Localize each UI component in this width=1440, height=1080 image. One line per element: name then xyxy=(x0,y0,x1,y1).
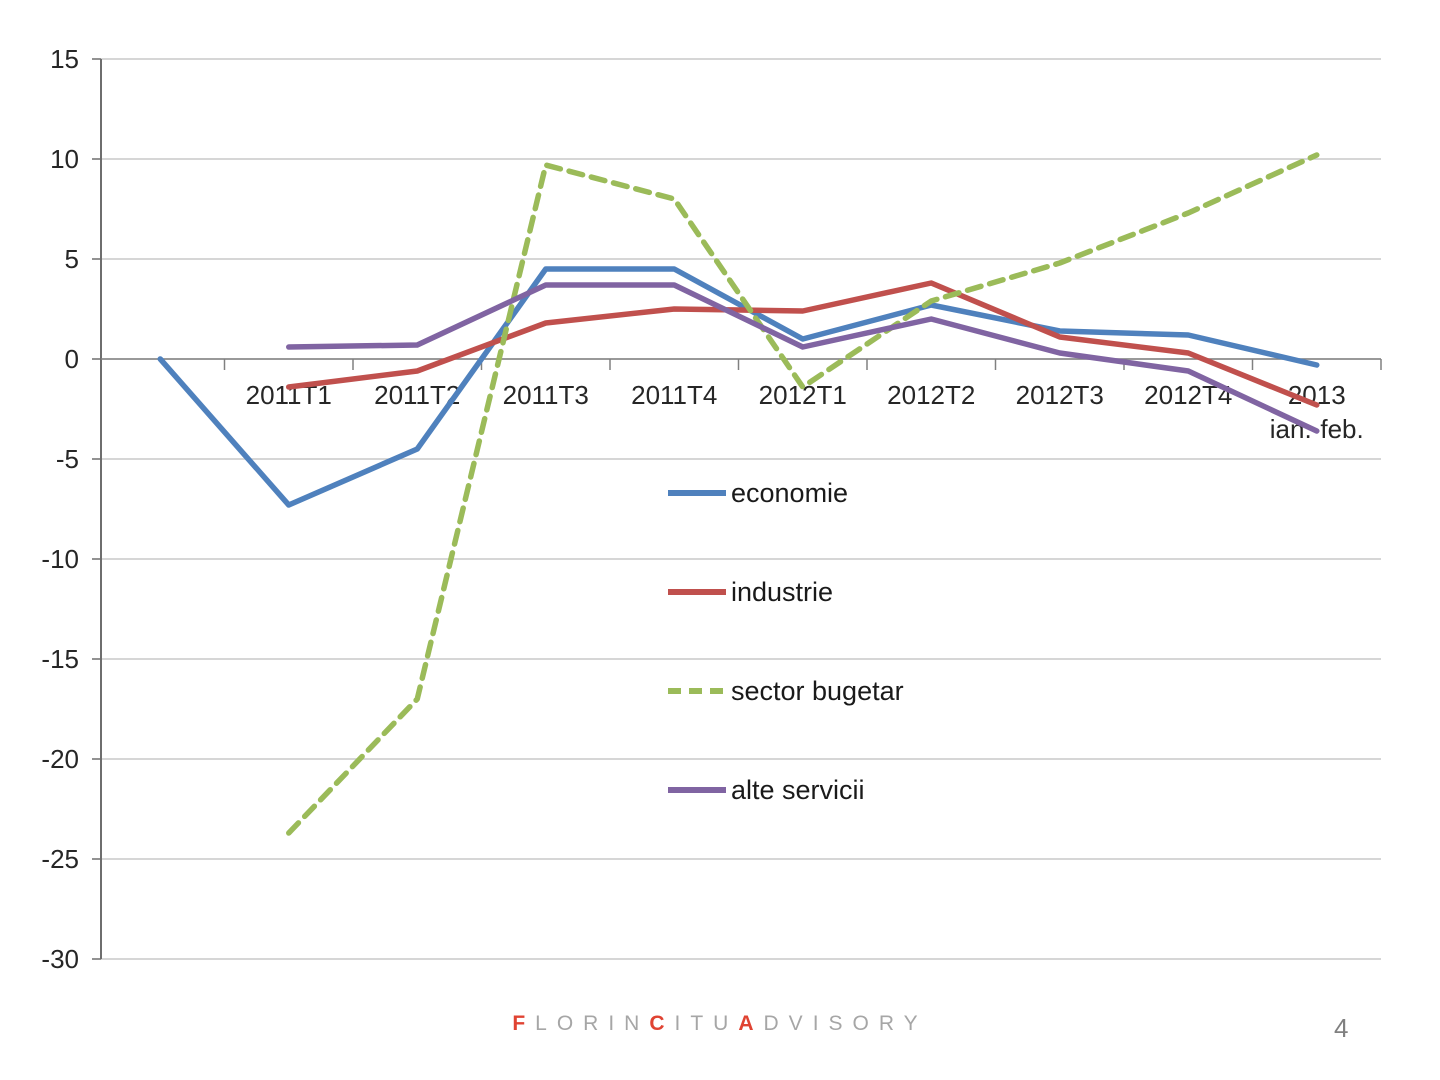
footer-segment: LORIN xyxy=(535,1012,650,1035)
y-tick-label: 15 xyxy=(50,44,79,74)
legend-label: industrie xyxy=(731,577,833,607)
footer-segment: DVISORY xyxy=(763,1012,928,1035)
y-tick-label: -25 xyxy=(41,844,79,874)
footer-brand: FLORINCITUADVISORY xyxy=(0,1012,1440,1036)
series-line-economie xyxy=(157,266,1320,508)
y-tick-label: -10 xyxy=(41,544,79,574)
x-tick-label: 2011T3 xyxy=(503,380,589,410)
y-tick-label: 10 xyxy=(50,144,79,174)
gridlines xyxy=(101,58,1381,960)
y-axis: 15 10 5 0 -5 -10 -15 -20 -25 -30 xyxy=(41,44,102,974)
legend-item-industrie: industrie xyxy=(668,577,833,607)
y-tick-label: -20 xyxy=(41,744,79,774)
series-line-industrie xyxy=(286,280,1320,408)
series-line-alte-servicii xyxy=(286,282,1320,434)
legend-label: economie xyxy=(731,478,848,508)
y-tick-label: -30 xyxy=(41,944,79,974)
legend-item-alte-servicii: alte servicii xyxy=(668,775,865,805)
x-tick-label: 2012T2 xyxy=(887,380,975,410)
footer-segment: C xyxy=(649,1012,675,1035)
legend-item-economie: economie xyxy=(668,478,848,508)
footer-segment: ITU xyxy=(674,1012,739,1035)
page-number: 4 xyxy=(1334,1013,1349,1043)
x-tick-label: 2012T3 xyxy=(1016,380,1104,410)
y-tick-label: 5 xyxy=(65,244,79,274)
series-line-sector-bugetar xyxy=(286,152,1320,836)
footer-segment: A xyxy=(738,1012,764,1035)
legend-label: alte servicii xyxy=(731,775,865,805)
x-tick-label: 2011T4 xyxy=(631,380,717,410)
y-tick-label: 0 xyxy=(65,344,79,374)
legend-label: sector bugetar xyxy=(731,676,904,706)
footer-segment: F xyxy=(512,1012,536,1035)
legend-item-sector-bugetar: sector bugetar xyxy=(668,676,904,706)
y-tick-label: -15 xyxy=(41,644,79,674)
legend: economie industrie sector bugetar alte serv… xyxy=(668,478,904,805)
y-tick-label: -5 xyxy=(56,444,79,474)
